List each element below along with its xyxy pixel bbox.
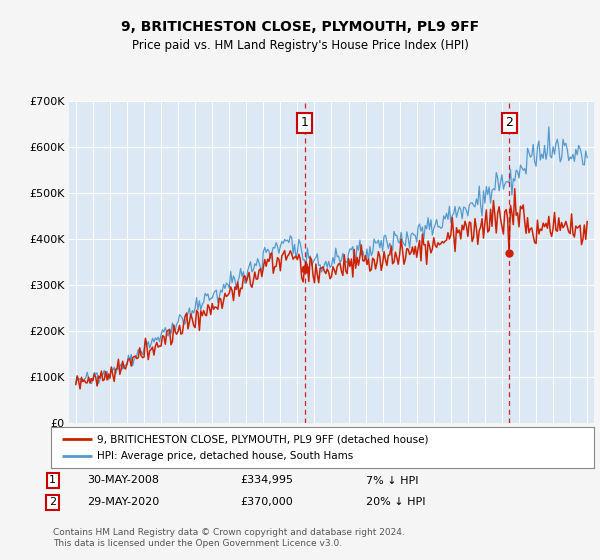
Text: 9, BRITICHESTON CLOSE, PLYMOUTH, PL9 9FF: 9, BRITICHESTON CLOSE, PLYMOUTH, PL9 9FF [121,20,479,34]
Text: 1: 1 [301,116,308,129]
Text: HPI: Average price, detached house, South Hams: HPI: Average price, detached house, Sout… [97,451,353,461]
Text: 1: 1 [49,475,56,486]
Text: 30-MAY-2008: 30-MAY-2008 [87,475,159,486]
Text: 9, BRITICHESTON CLOSE, PLYMOUTH, PL9 9FF (detached house): 9, BRITICHESTON CLOSE, PLYMOUTH, PL9 9FF… [97,435,428,445]
Text: 2: 2 [49,497,56,507]
Text: 29-MAY-2020: 29-MAY-2020 [87,497,159,507]
Text: 7% ↓ HPI: 7% ↓ HPI [366,475,419,486]
Text: 2: 2 [505,116,513,129]
Text: £370,000: £370,000 [240,497,293,507]
Text: 20% ↓ HPI: 20% ↓ HPI [366,497,425,507]
Text: £334,995: £334,995 [240,475,293,486]
Text: Contains HM Land Registry data © Crown copyright and database right 2024.
This d: Contains HM Land Registry data © Crown c… [53,528,404,548]
Text: Price paid vs. HM Land Registry's House Price Index (HPI): Price paid vs. HM Land Registry's House … [131,39,469,52]
